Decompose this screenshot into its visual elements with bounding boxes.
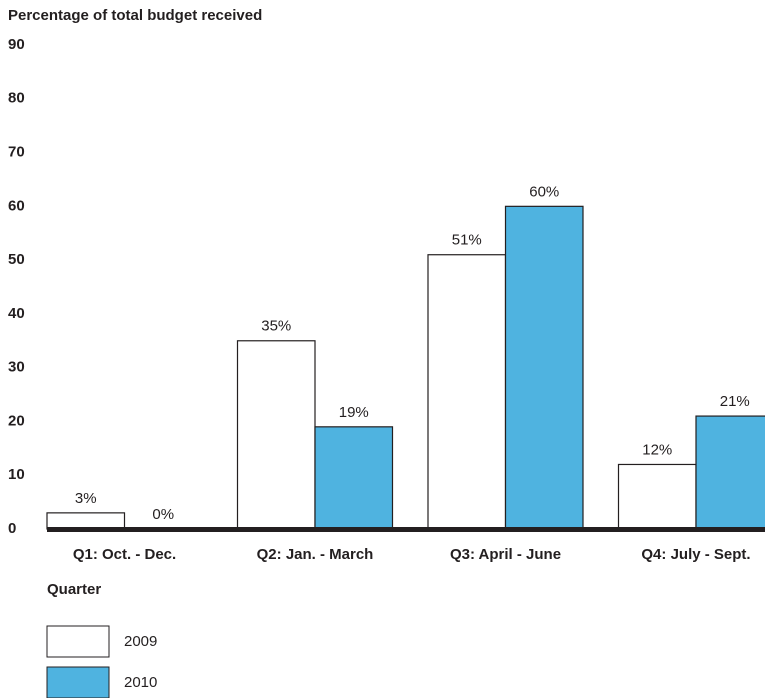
y-tick-label: 0: [8, 520, 16, 537]
y-tick-label: 50: [8, 251, 25, 268]
x-tick-label: Q2: Jan. - March: [257, 546, 374, 563]
y-tick-label: 10: [8, 466, 25, 483]
legend-label: 2009: [124, 633, 157, 650]
bar: [504, 205, 584, 530]
bar: [427, 254, 507, 530]
value-label: 35%: [261, 318, 291, 335]
x-tick-label: Q3: April - June: [450, 546, 561, 563]
bar: [695, 415, 765, 530]
value-label: 60%: [529, 183, 559, 200]
chart-title: Percentage of total budget received: [8, 7, 262, 24]
value-label: 3%: [75, 490, 97, 507]
bar: [46, 512, 126, 530]
y-tick-label: 20: [8, 412, 25, 429]
value-label: 21%: [720, 393, 750, 410]
bar: [236, 340, 316, 530]
value-label: 0%: [152, 506, 174, 523]
value-label: 51%: [452, 232, 482, 249]
y-tick-label: 30: [8, 359, 25, 376]
x-axis-label: Quarter: [47, 581, 101, 598]
legend-label: 2010: [124, 674, 157, 691]
y-tick-label: 60: [8, 197, 25, 214]
y-tick-label: 90: [8, 36, 25, 53]
y-tick-label: 40: [8, 305, 25, 322]
x-tick-label: Q4: July - Sept.: [641, 546, 750, 563]
bar: [617, 463, 697, 530]
value-label: 19%: [339, 404, 369, 421]
legend-swatch: [46, 625, 110, 658]
y-tick-label: 70: [8, 144, 25, 161]
x-tick-label: Q1: Oct. - Dec.: [73, 546, 176, 563]
y-tick-label: 80: [8, 90, 25, 107]
value-label: 12%: [642, 441, 672, 458]
legend-swatch: [46, 666, 110, 698]
bar: [314, 426, 394, 530]
x-axis-line: [47, 527, 765, 532]
